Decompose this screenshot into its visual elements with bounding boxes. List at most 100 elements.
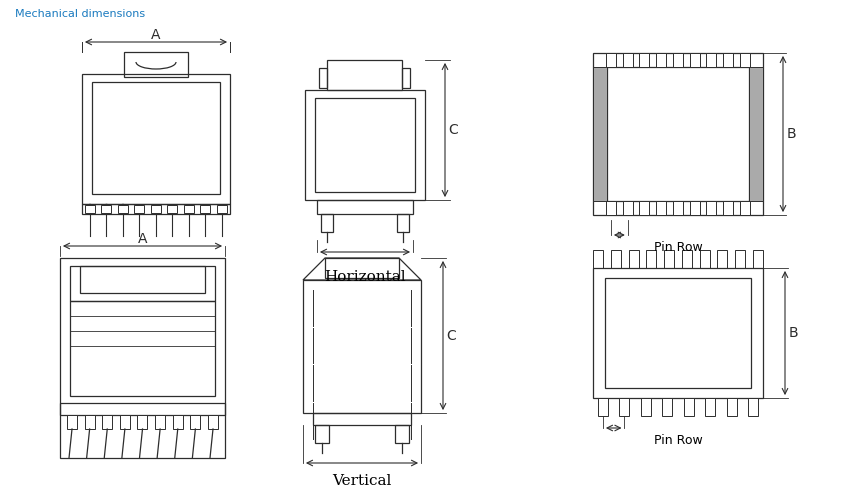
Bar xyxy=(598,398,608,416)
Bar xyxy=(85,415,94,429)
Bar xyxy=(735,250,745,268)
Bar xyxy=(155,415,165,429)
Text: Mechanical dimensions: Mechanical dimensions xyxy=(15,9,145,19)
Bar xyxy=(184,205,194,213)
Bar xyxy=(82,74,230,204)
Bar xyxy=(315,98,415,192)
Bar xyxy=(706,201,717,215)
Bar xyxy=(138,415,148,429)
Bar xyxy=(305,90,425,200)
Bar xyxy=(82,204,230,214)
Bar xyxy=(173,415,183,429)
Bar xyxy=(605,278,751,388)
Bar xyxy=(208,415,218,429)
Circle shape xyxy=(104,205,109,209)
Bar xyxy=(740,53,750,67)
Bar xyxy=(623,53,632,67)
Bar xyxy=(683,398,694,416)
Bar xyxy=(315,425,329,443)
Text: A: A xyxy=(138,232,147,246)
Bar xyxy=(134,205,145,213)
Bar xyxy=(706,53,717,67)
Bar xyxy=(92,82,220,194)
Bar xyxy=(639,53,649,67)
Bar xyxy=(689,201,700,215)
Bar xyxy=(641,398,651,416)
Bar xyxy=(753,250,763,268)
Bar xyxy=(70,266,215,301)
Bar xyxy=(662,398,672,416)
Circle shape xyxy=(609,207,614,212)
Bar xyxy=(101,205,111,213)
Bar xyxy=(190,415,201,429)
Bar xyxy=(639,201,649,215)
Text: Pin Row: Pin Row xyxy=(654,434,702,447)
Text: Pin Row: Pin Row xyxy=(654,241,702,253)
Bar xyxy=(151,205,161,213)
Bar xyxy=(320,68,327,88)
Bar xyxy=(700,250,710,268)
Bar xyxy=(201,205,211,213)
Bar xyxy=(85,205,95,213)
Circle shape xyxy=(642,207,647,212)
Bar xyxy=(593,268,763,398)
Bar xyxy=(689,53,700,67)
Bar xyxy=(80,266,205,293)
Bar xyxy=(397,214,409,232)
Bar xyxy=(740,201,750,215)
Bar xyxy=(749,67,763,201)
Bar xyxy=(656,201,666,215)
Bar xyxy=(313,413,411,425)
Bar xyxy=(673,201,683,215)
Bar xyxy=(67,415,77,429)
Bar xyxy=(317,200,413,214)
Bar xyxy=(717,250,728,268)
Bar xyxy=(723,201,734,215)
Circle shape xyxy=(626,55,630,60)
Bar xyxy=(118,205,128,213)
Bar xyxy=(60,403,225,415)
Bar xyxy=(303,280,421,413)
Bar xyxy=(748,398,758,416)
Bar xyxy=(325,258,399,278)
Bar xyxy=(628,250,638,268)
Bar xyxy=(395,425,409,443)
Text: Horizontal: Horizontal xyxy=(324,270,405,284)
Bar xyxy=(167,205,178,213)
Bar xyxy=(120,415,130,429)
Text: B: B xyxy=(786,127,796,141)
Bar xyxy=(593,67,607,201)
Circle shape xyxy=(626,207,630,212)
Bar xyxy=(70,301,215,396)
Circle shape xyxy=(642,55,647,60)
Bar xyxy=(327,60,403,90)
Bar xyxy=(102,415,112,429)
Bar xyxy=(124,52,188,77)
Bar xyxy=(611,250,620,268)
Bar xyxy=(656,53,666,67)
Bar xyxy=(607,67,749,201)
Bar xyxy=(606,53,616,67)
Bar xyxy=(321,214,333,232)
Bar xyxy=(593,250,603,268)
Bar xyxy=(682,250,692,268)
Circle shape xyxy=(88,205,93,209)
Text: C: C xyxy=(448,123,458,137)
Bar xyxy=(727,398,737,416)
Bar xyxy=(723,53,734,67)
Bar xyxy=(646,250,656,268)
Bar xyxy=(664,250,674,268)
Bar xyxy=(606,201,616,215)
Bar xyxy=(60,258,225,458)
Circle shape xyxy=(609,55,614,60)
Circle shape xyxy=(121,205,126,209)
Text: C: C xyxy=(446,329,456,342)
Bar xyxy=(706,398,715,416)
Bar xyxy=(623,201,632,215)
Bar xyxy=(403,68,411,88)
Bar xyxy=(673,53,683,67)
Bar xyxy=(217,205,227,213)
Text: Vertical: Vertical xyxy=(332,474,392,488)
Bar xyxy=(593,53,763,215)
Bar xyxy=(620,398,630,416)
